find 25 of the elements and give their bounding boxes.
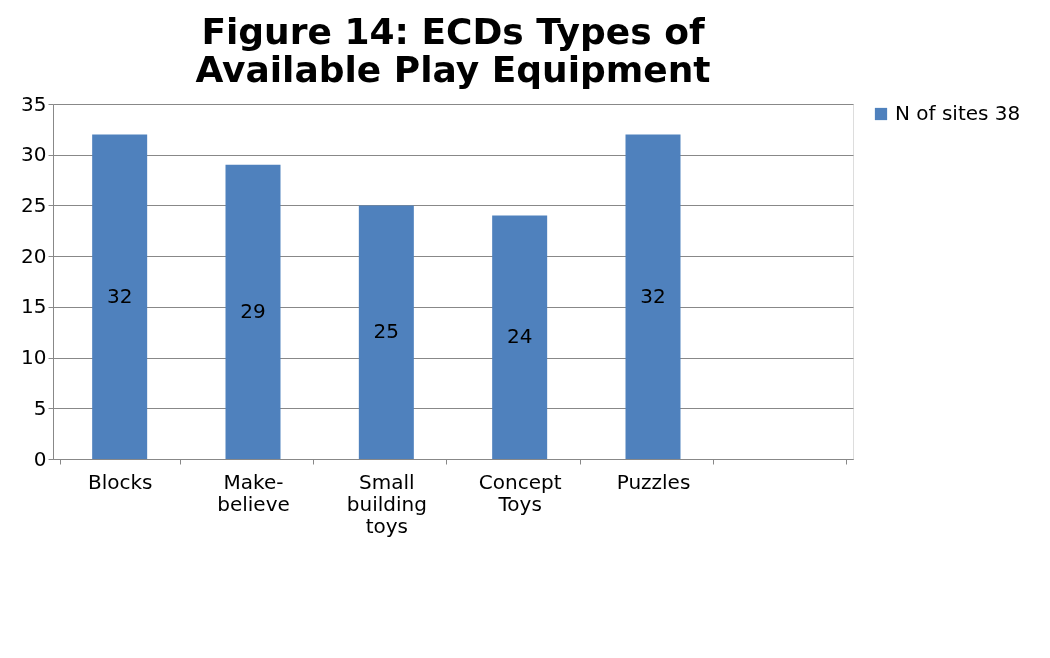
x-tick-label: Make-believe bbox=[217, 469, 290, 516]
y-tick-label: 30 bbox=[21, 142, 47, 167]
bar bbox=[358, 205, 414, 459]
x-tick-label: Puzzles bbox=[616, 469, 691, 494]
y-tick-label: 20 bbox=[21, 243, 47, 268]
bar bbox=[225, 164, 281, 459]
x-tick-label: Small building toys bbox=[346, 469, 427, 538]
data-label: 24 bbox=[506, 324, 533, 349]
x-tick-label: Blocks bbox=[87, 469, 153, 494]
y-tick-label: 0 bbox=[33, 446, 47, 471]
y-tick-label: 5 bbox=[33, 395, 47, 420]
data-label: 29 bbox=[240, 298, 266, 323]
data-label: 25 bbox=[373, 319, 400, 344]
data-label: 32 bbox=[106, 283, 133, 308]
bar bbox=[492, 215, 548, 459]
bar bbox=[625, 134, 681, 459]
y-tick-label: 10 bbox=[21, 345, 47, 370]
y-tick-label: 15 bbox=[21, 294, 47, 319]
bar bbox=[92, 134, 148, 459]
chart-title: Figure 14: ECDs Types of Available Play Equipment bbox=[195, 11, 711, 90]
data-label: 32 bbox=[640, 283, 666, 308]
legend-label: N of sites 38 bbox=[895, 101, 1021, 125]
x-tick-label: Concept Toys bbox=[478, 469, 562, 516]
y-tick-label: 35 bbox=[21, 91, 47, 116]
y-tick-label: 25 bbox=[21, 192, 47, 217]
